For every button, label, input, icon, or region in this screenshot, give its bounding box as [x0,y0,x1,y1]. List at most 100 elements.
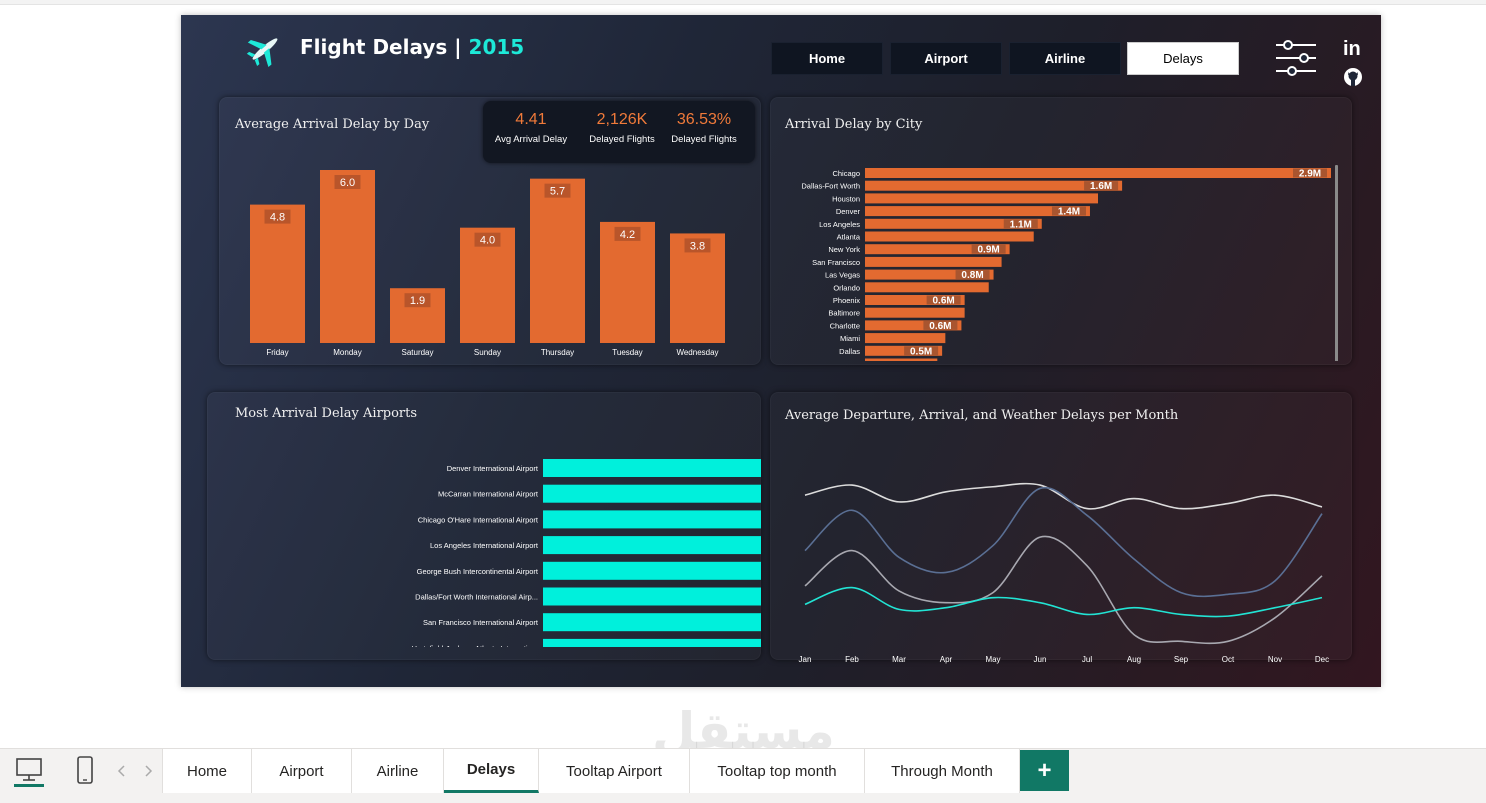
chart-title-airports: Most Arrival Delay Airports [235,406,418,421]
chevron-left-icon[interactable] [114,763,130,779]
data-label: 4.0 [480,235,495,247]
tab-home[interactable]: Home [162,749,252,793]
x-tick-label: Jun [1034,655,1047,664]
data-label: 2.9M [1299,169,1321,180]
bar [865,256,1002,267]
kpi-label: Avg Arrival Delay [494,134,568,145]
kpi-avg-arrival-delay: 4.41 Avg Arrival Delay [486,111,576,145]
github-icon[interactable] [1343,67,1363,87]
y-tick-label: Orlando [833,283,860,292]
line-chart-monthly-delays: Jan Feb Mar Apr May Jun Jul Aug Sep Oct Nov Dec [799,482,1329,664]
dashboard: Flight Delays | 2015 Home Airport Airlin… [181,15,1381,687]
data-label-bg [923,320,958,330]
y-tick-label: Las Vegas [825,271,860,280]
bar [250,204,305,343]
tab-airline[interactable]: Airline [352,749,444,793]
tab-through-month[interactable]: Through Month [865,749,1020,793]
scrollbar [1335,165,1338,361]
data-label-bg [334,175,361,189]
tab-tooltap-airport[interactable]: Tooltap Airport [539,749,690,793]
nav-airline-button[interactable]: Airline [1009,42,1121,75]
x-tick-label: May [985,655,1000,664]
kpi-value: 2,126K [596,111,648,128]
x-tick-label: Apr [940,655,953,664]
chevron-right-icon[interactable] [140,763,156,779]
bar [530,178,585,343]
chart-title-monthly: Average Departure, Arrival, and Weather … [785,408,1179,423]
data-label: 0.6M [929,321,951,332]
dashboard-title: Flight Delays | 2015 [300,35,524,59]
nav-airport-button[interactable]: Airport [890,42,1002,75]
desktop-view-icon[interactable] [14,755,44,785]
bar [320,170,375,343]
chart-title-day: Average Arrival Delay by Day [235,117,430,132]
title-text: Flight Delays [300,35,448,59]
bar [865,218,1042,229]
data-label: 1.9 [410,295,425,307]
bar [543,613,761,632]
bar [865,244,1010,255]
series-line [804,486,1323,598]
y-tick-label: San Francisco International Airport [423,618,539,627]
x-tick-label: Thursday [541,348,574,357]
y-tick-label: Houston [832,194,860,203]
data-label-bg [684,238,711,253]
x-tick-label: Jul [1082,655,1092,664]
y-tick-label: San Francisco [812,258,860,267]
y-tick-label: Dallas [839,347,860,356]
bar [543,561,761,580]
y-tick-label: Chicago O'Hare International Airport [418,515,539,524]
data-label-bg [904,346,939,356]
x-tick-label: Wednesday [676,348,718,357]
y-tick-label: George Bush Intercontinental Airport [417,567,539,576]
y-tick-label: Charlotte [830,321,860,330]
data-label-bg [614,226,641,241]
linkedin-icon[interactable]: in [1343,38,1361,60]
nav-delays-button[interactable]: Delays [1127,42,1239,75]
bar [865,193,1098,204]
x-tick-label: Monday [333,348,361,357]
series-line [804,535,1323,645]
top-border [0,0,1486,5]
y-tick-label: Los Angeles International Airport [430,541,539,550]
data-label: 0.8M [961,270,983,281]
y-tick-label: Los Angeles [819,220,860,229]
x-tick-label: Jan [799,655,812,664]
y-tick-label: Baltimore [828,309,860,318]
data-label-bg [474,232,501,247]
x-tick-label: Sunday [474,348,501,357]
x-tick-label: Saturday [401,348,433,357]
data-label-bg [1084,181,1119,191]
tab-tooltap-top-month[interactable]: Tooltap top month [690,749,865,793]
tab-airport[interactable]: Airport [252,749,352,793]
y-tick-label: Denver [836,207,861,216]
y-tick-label: McCarran International Airport [438,490,539,499]
y-tick-label: Boston [837,360,860,362]
data-label-bg [264,209,291,224]
data-label-bg [1003,219,1038,229]
series-line [804,482,1323,510]
y-tick-label: Miami [840,334,860,343]
bar [543,536,761,555]
bar [865,320,962,331]
add-page-button[interactable]: + [1020,750,1069,791]
bar [543,638,761,647]
data-label: 1.4M [1058,207,1080,218]
x-tick-label: Aug [1127,655,1141,664]
x-tick-label: Oct [1222,655,1235,664]
y-tick-label: Dallas/Fort Worth International Airp... [415,593,538,602]
nav-home-button[interactable]: Home [771,42,883,75]
data-label: 3.8 [690,240,705,252]
title-separator: | [454,35,462,59]
kpi-label: Delayed Flights [671,134,737,145]
bar [865,231,1034,242]
mobile-view-icon[interactable] [70,755,100,785]
filter-settings-icon[interactable] [1274,39,1318,77]
x-tick-label: Dec [1315,655,1329,664]
tab-delays[interactable]: Delays [444,749,539,793]
data-label-bg [955,270,990,280]
data-label-bg [404,293,431,308]
page-tab-bar: Home Airport Airline Delays Tooltap Airp… [0,748,1486,803]
kpi-value: 4.41 [515,111,547,128]
data-label: 1.6M [1090,181,1112,192]
